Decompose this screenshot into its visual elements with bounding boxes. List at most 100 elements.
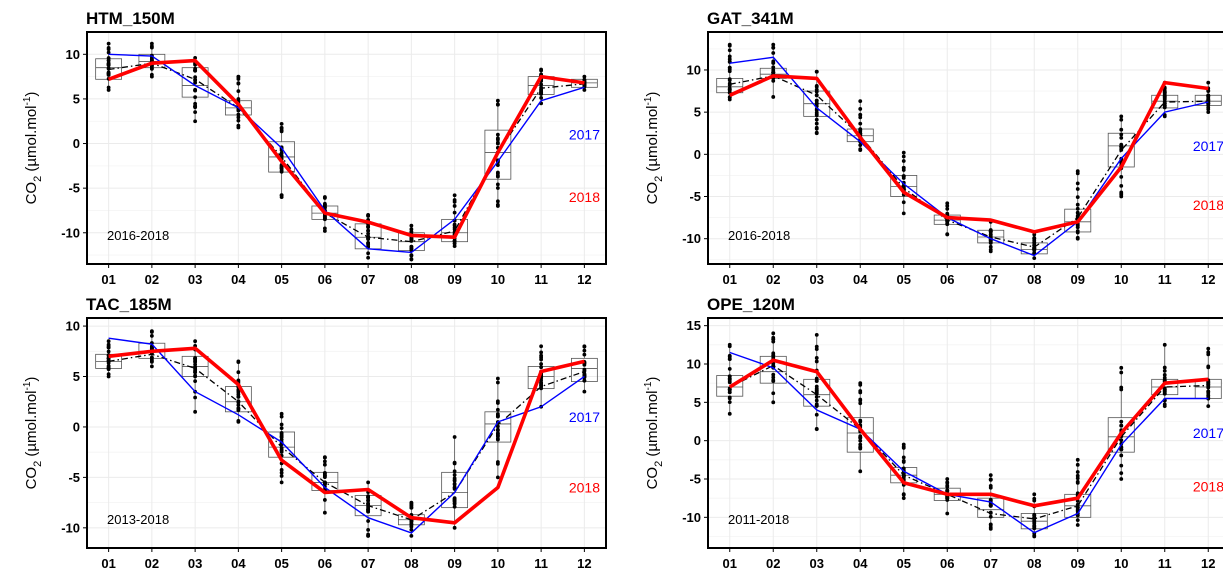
data-point [1075,457,1080,462]
data-point [236,420,241,424]
y-tick-label: -10 [682,510,701,525]
series-2017-line [108,53,585,254]
data-point [771,355,776,360]
data-point [366,231,371,236]
x-tick-label: 08 [1027,556,1041,571]
data-point [279,426,284,430]
data-point [495,174,500,179]
data-point [322,459,327,464]
x-tick-label: 05 [274,556,288,571]
x-tick-label: 05 [897,556,911,571]
data-point [149,360,154,364]
data-point [814,121,819,126]
plot-content [708,32,1223,264]
data-point [1206,393,1211,398]
data-point [236,97,241,101]
data-point [236,125,241,130]
data-point [236,81,241,86]
data-point [452,244,457,249]
series-2018-line [108,346,585,525]
data-point [236,115,241,120]
data-point [858,148,863,153]
series-mean-line [729,75,1209,248]
data-point [858,143,863,148]
x-tick-label: 02 [145,556,159,571]
data-point [279,411,284,416]
data-point [814,117,819,122]
x-tick-label: 11 [534,556,548,571]
data-point [1119,127,1124,132]
data-point [1032,526,1037,530]
data-point [1075,187,1080,191]
data-point [771,42,776,47]
data-point [193,370,198,375]
y-tick-label: -5 [689,472,701,487]
data-point [452,476,457,481]
data-point [814,427,819,432]
data-point [279,151,284,155]
data-point [1119,477,1124,481]
data-point [1162,95,1167,100]
data-point [452,498,457,503]
data-point [452,193,457,198]
data-point [1162,372,1167,377]
data-point [409,533,414,538]
series-2018-line [728,358,1209,508]
data-point [727,400,732,404]
panel-frame [707,317,1223,549]
data-point [495,475,500,480]
data-point [279,474,284,478]
data-point [539,344,544,349]
data-point [814,131,819,136]
data-point [366,498,371,503]
data-point [495,136,500,141]
x-tick-label: 04 [853,272,868,287]
data-point [1206,389,1211,394]
data-point [149,355,154,360]
data-point [582,352,587,357]
data-point [193,75,198,80]
data-point [988,473,993,478]
data-point [539,357,544,362]
x-tick-label: 05 [274,272,288,287]
series-2017-label: 2017 [569,127,600,143]
y-axis-label: CO2 (µmol.mol-1) [643,377,665,490]
data-point [106,41,111,46]
data-point [901,211,906,216]
plot-content [87,318,606,548]
data-point [814,332,819,337]
data-point [279,422,284,427]
data-point [193,88,198,93]
plot-area [708,32,1223,264]
data-point [149,45,154,50]
x-tick-label: 01 [101,556,115,571]
data-point [452,469,457,474]
data-point [495,434,500,439]
data-point [495,102,500,107]
data-point [988,477,993,482]
y-tick-label: -5 [689,189,701,204]
data-point [727,353,732,358]
data-point [539,362,544,366]
x-tick-label: 01 [101,272,115,287]
data-point [814,347,819,352]
data-point [279,122,284,126]
data-point [279,480,284,485]
data-point [988,244,993,249]
x-tick-label: 04 [231,556,246,571]
data-point [771,78,776,83]
data-point [495,132,500,137]
data-point [814,113,819,118]
data-point [452,210,457,215]
data-point [1119,365,1124,370]
x-tick-label: 07 [984,556,998,571]
y-axis-label: CO2 (µmol.mol-1) [22,92,44,205]
y-tick-label: 5 [694,105,701,120]
data-point [771,61,776,65]
data-point [452,482,457,487]
data-point [858,397,863,402]
data-point [858,381,863,386]
data-point [495,414,500,418]
plot-content [708,318,1223,548]
